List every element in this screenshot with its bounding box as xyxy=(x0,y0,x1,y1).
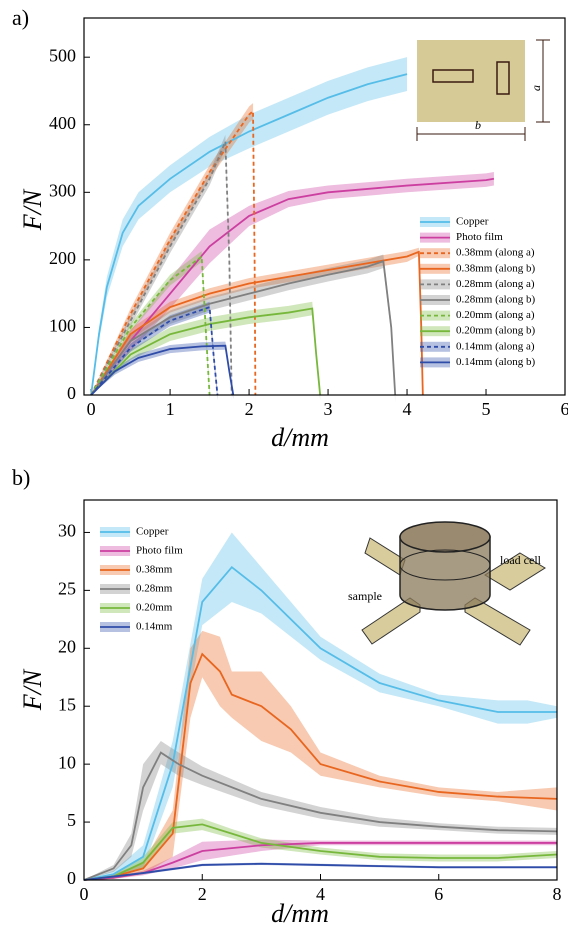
legend-label: 0.28mm xyxy=(136,583,173,595)
y-tick-label: 300 xyxy=(49,180,76,200)
x-axis-label: d/mm xyxy=(271,423,329,452)
annotation: sample xyxy=(348,589,382,603)
y-tick-label: 200 xyxy=(49,248,76,268)
y-axis-label: F/N xyxy=(18,668,47,711)
y-tick-label: 0 xyxy=(67,383,76,403)
y-tick-label: 400 xyxy=(49,113,76,133)
y-tick-label: 0 xyxy=(67,868,76,888)
legend-label: 0.28mm (along a) xyxy=(456,278,535,290)
x-tick-label: 2 xyxy=(245,399,254,419)
x-tick-label: 2 xyxy=(198,884,207,904)
x-tick-label: 6 xyxy=(434,884,443,904)
y-tick-label: 5 xyxy=(67,810,76,830)
x-tick-label: 0 xyxy=(87,399,96,419)
figure: b)d/mmF/N02468051015202530CopperPhoto fi… xyxy=(0,0,568,938)
x-tick-label: 4 xyxy=(403,399,412,419)
y-axis-label: F/N xyxy=(18,188,47,231)
x-tick-label: 0 xyxy=(80,884,89,904)
legend-label: Copper xyxy=(456,216,489,228)
x-tick-label: 3 xyxy=(324,399,333,419)
annotation: b xyxy=(475,118,481,132)
legend-label: 0.14mm xyxy=(136,621,173,633)
legend-label: 0.14mm (along b) xyxy=(456,356,535,368)
legend-label: 0.20mm (along a) xyxy=(456,309,535,321)
panel-label: b) xyxy=(12,465,30,490)
inset-b: load cell sample xyxy=(348,522,545,645)
legend-label: 0.14mm (along a) xyxy=(456,340,535,352)
load-cell-top xyxy=(400,522,490,552)
legend-label: Copper xyxy=(136,526,169,538)
legend-label: 0.38mm (along b) xyxy=(456,262,535,274)
y-tick-label: 500 xyxy=(49,45,76,65)
panel-label: a) xyxy=(12,5,29,30)
x-tick-label: 4 xyxy=(316,884,325,904)
legend-label: Photo film xyxy=(136,545,183,557)
y-tick-label: 30 xyxy=(58,521,76,541)
x-tick-label: 6 xyxy=(561,399,568,419)
x-tick-label: 1 xyxy=(166,399,175,419)
sample-flap xyxy=(365,538,405,575)
legend-label: Photo film xyxy=(456,231,503,243)
annotation: a xyxy=(529,85,543,91)
y-tick-label: 10 xyxy=(58,752,76,772)
legend-label: 0.38mm xyxy=(136,564,173,576)
y-tick-label: 25 xyxy=(58,578,76,598)
y-tick-label: 15 xyxy=(58,694,76,714)
legend-label: 0.20mm (along b) xyxy=(456,325,535,337)
legend-label: 0.28mm (along b) xyxy=(456,294,535,306)
y-tick-label: 100 xyxy=(49,316,76,336)
x-tick-label: 8 xyxy=(553,884,562,904)
legend-label: 0.20mm xyxy=(136,602,173,614)
y-tick-label: 20 xyxy=(58,636,76,656)
x-tick-label: 5 xyxy=(482,399,491,419)
inset-a: a b xyxy=(417,40,550,141)
annotation: load cell xyxy=(500,553,542,567)
legend-label: 0.38mm (along a) xyxy=(456,247,535,259)
